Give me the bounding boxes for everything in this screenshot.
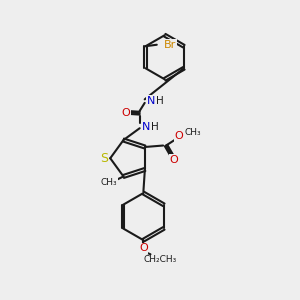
Text: Br: Br	[164, 40, 176, 50]
Text: S: S	[100, 152, 108, 165]
Text: CH₂CH₃: CH₂CH₃	[144, 255, 177, 264]
Text: CH₃: CH₃	[100, 178, 117, 188]
Text: N: N	[141, 122, 150, 132]
Text: CH₃: CH₃	[184, 128, 201, 137]
Text: N: N	[146, 96, 155, 106]
Text: H: H	[155, 96, 163, 106]
Text: O: O	[139, 243, 148, 253]
Text: O: O	[169, 155, 178, 165]
Text: H: H	[151, 122, 158, 132]
Text: O: O	[175, 131, 183, 141]
Text: O: O	[122, 108, 130, 118]
